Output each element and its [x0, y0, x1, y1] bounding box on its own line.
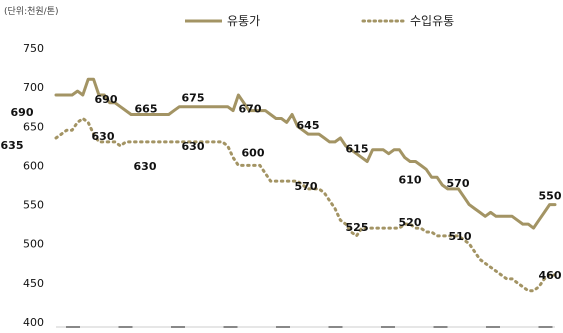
- data-label-distribution: 550: [539, 190, 562, 203]
- legend-label-distribution: 유통가: [227, 14, 260, 28]
- data-label-import: 630: [134, 160, 157, 173]
- series-line-distribution: [54, 77, 557, 230]
- y-axis: 400 450 500 550 600 650 700 750: [23, 42, 555, 329]
- y-tick-label: 450: [23, 277, 44, 290]
- y-tick-label: 700: [23, 81, 44, 94]
- y-tick-label: 400: [23, 316, 44, 329]
- data-label-distribution: 690: [95, 93, 118, 106]
- data-label-distribution: 665: [135, 103, 158, 116]
- series-lines: [54, 77, 557, 293]
- y-tick-label: 550: [23, 199, 44, 212]
- legend: 유통가 수입유통: [185, 14, 454, 28]
- data-labels: 690 690 665 675 670 645 615 610 570 550 635 630 630 6…: [1, 92, 562, 282]
- data-label-import: 510: [449, 230, 472, 243]
- data-label-import: 600: [242, 146, 265, 159]
- y-tick-label: 600: [23, 159, 44, 172]
- data-label-import: 460: [539, 269, 562, 282]
- data-label-distribution: 615: [346, 143, 369, 156]
- legend-label-import: 수입유통: [410, 14, 454, 28]
- data-label-import: 635: [1, 139, 24, 152]
- y-tick-label: 500: [23, 238, 44, 251]
- data-label-distribution: 675: [182, 92, 205, 105]
- data-label-distribution: 610: [399, 174, 422, 187]
- data-label-import: 525: [346, 221, 369, 234]
- y-tick-label: 650: [23, 120, 44, 133]
- data-label-import: 630: [182, 140, 205, 153]
- series-line-import: [54, 117, 557, 293]
- y-tick-label: 750: [23, 42, 44, 55]
- unit-label: (단위:천원/톤): [4, 6, 59, 17]
- data-label-distribution: 570: [447, 177, 470, 190]
- data-label-import: 520: [399, 216, 422, 229]
- data-label-distribution: 645: [297, 119, 320, 132]
- data-label-distribution: 690: [11, 106, 34, 119]
- data-label-distribution: 670: [239, 103, 262, 116]
- data-label-import: 630: [92, 130, 115, 143]
- data-label-import: 570: [295, 180, 318, 193]
